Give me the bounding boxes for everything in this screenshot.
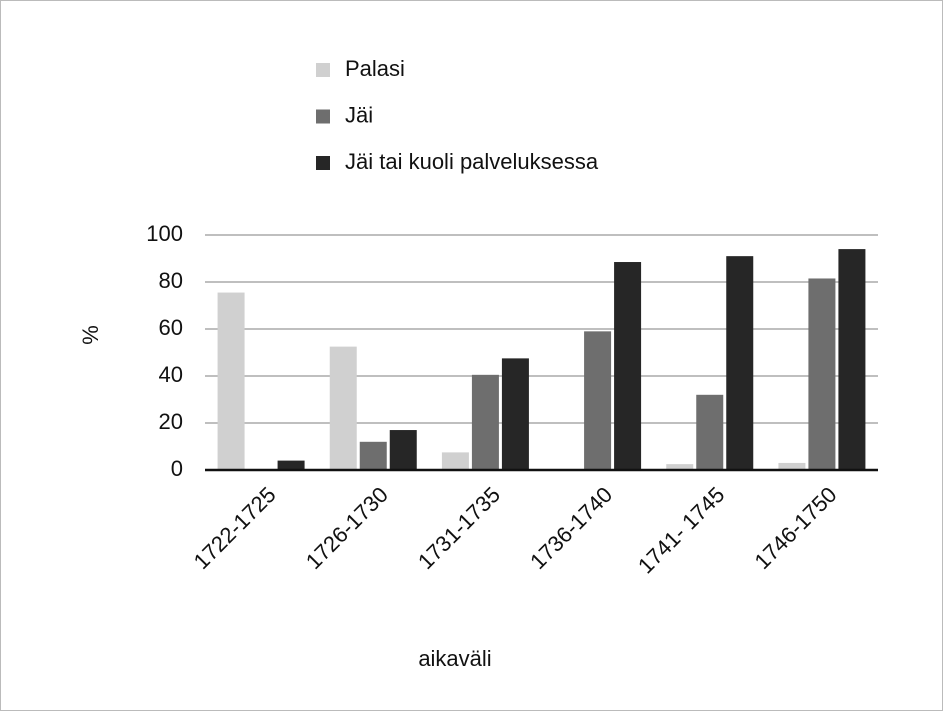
legend-label: Palasi xyxy=(345,56,405,81)
bar xyxy=(441,452,469,470)
y-tick-label: 40 xyxy=(159,362,183,387)
bar xyxy=(808,278,836,470)
bar xyxy=(277,460,305,470)
legend-swatch xyxy=(316,156,330,170)
bar xyxy=(778,462,806,470)
bar xyxy=(726,256,754,470)
bar xyxy=(329,346,357,470)
y-tick-label: 0 xyxy=(171,456,183,481)
bar xyxy=(501,358,529,470)
y-tick-label: 20 xyxy=(159,409,183,434)
y-tick-label: 100 xyxy=(146,221,183,246)
y-axis-label: % xyxy=(78,325,103,345)
bar xyxy=(389,430,417,470)
y-tick-label: 80 xyxy=(159,268,183,293)
legend-label: Jäi xyxy=(345,102,373,127)
y-tick-label: 60 xyxy=(159,315,183,340)
bar xyxy=(217,292,245,470)
legend-label: Jäi tai kuoli palveluksessa xyxy=(345,149,599,174)
bar xyxy=(838,249,866,470)
x-axis-label: aikaväli xyxy=(418,646,491,671)
bar xyxy=(471,374,499,470)
bar xyxy=(614,262,642,470)
bar xyxy=(584,331,612,470)
bar xyxy=(359,441,387,470)
legend-swatch xyxy=(316,109,330,124)
bar xyxy=(666,464,694,470)
legend-swatch xyxy=(316,63,330,77)
bar xyxy=(696,394,724,470)
